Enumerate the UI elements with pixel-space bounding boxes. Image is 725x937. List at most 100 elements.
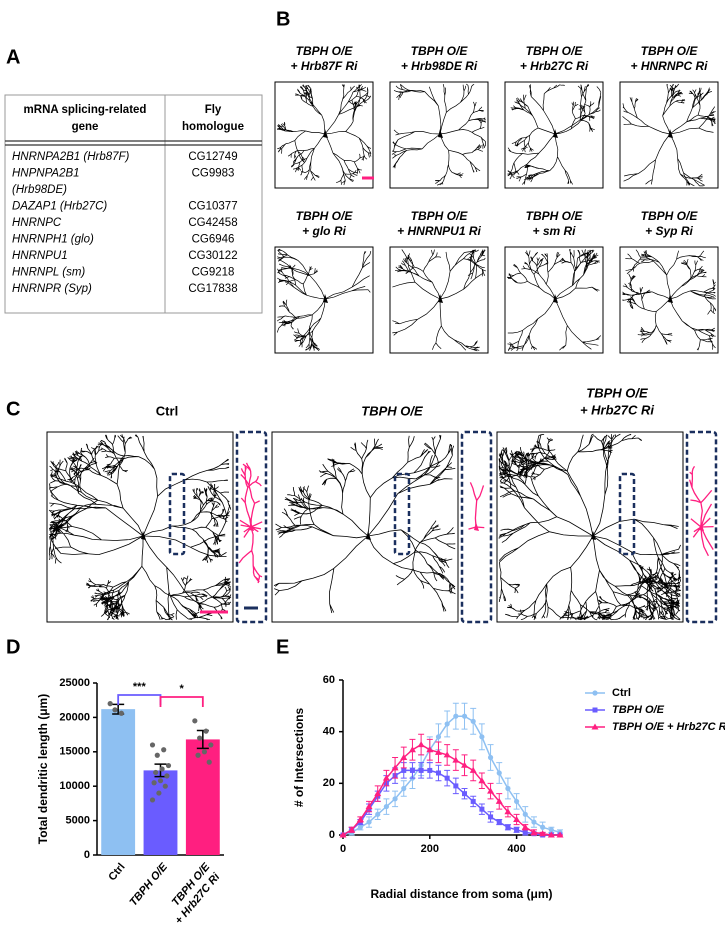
- significance-bracket: [159, 696, 204, 707]
- data-point: [208, 742, 214, 748]
- data-point: [162, 783, 168, 789]
- data-point: [154, 752, 160, 758]
- table-header: homologue: [182, 121, 244, 133]
- y-tick-label: 20000: [59, 711, 90, 723]
- marker: [444, 775, 450, 781]
- legend-label: TBPH O/E: [612, 704, 665, 716]
- marker: [461, 761, 469, 768]
- y-tick-label: 25000: [59, 677, 90, 689]
- gene-name: HNRNPC: [12, 217, 62, 229]
- marker: [417, 741, 425, 748]
- marker: [505, 785, 511, 792]
- panel-label: D: [6, 636, 20, 658]
- fly-homologue: CG30122: [188, 250, 237, 262]
- marker: [382, 774, 390, 781]
- data-point: [149, 797, 156, 803]
- marker: [401, 785, 407, 792]
- panel-title: TBPH O/E: [641, 209, 699, 223]
- marker: [453, 713, 459, 719]
- panel-title: TBPH O/E: [411, 209, 469, 223]
- marker: [434, 748, 442, 755]
- marker: [383, 803, 389, 810]
- marker: [409, 767, 415, 773]
- data-point: [159, 766, 165, 772]
- panel-label: C: [6, 398, 20, 420]
- marker: [496, 770, 502, 776]
- panel-title: TBPH O/E: [296, 44, 354, 58]
- panel-title: TBPH O/E: [586, 385, 648, 400]
- marker: [400, 754, 408, 760]
- data-point: [161, 747, 167, 753]
- neuron-trace: [392, 249, 486, 352]
- marker: [522, 829, 528, 835]
- bar: [185, 739, 220, 855]
- series-line: [342, 769, 560, 836]
- marker: [418, 767, 424, 773]
- marker: [505, 824, 511, 830]
- x-tick-label: TBPH O/E: [127, 861, 170, 909]
- panel-title: + glo Ri: [302, 224, 346, 238]
- neuron-trace: [622, 83, 716, 187]
- data-point: [107, 701, 113, 707]
- panel-title: TBPH O/E: [411, 44, 469, 58]
- data-point: [201, 749, 208, 755]
- soma: [553, 129, 558, 138]
- significance-label: *: [180, 683, 185, 695]
- neuron-trace: [622, 249, 717, 351]
- fly-homologue: CG10377: [188, 201, 237, 213]
- y-tick-label: 15000: [59, 746, 90, 758]
- neuron-trace: [498, 433, 682, 621]
- panel-title: + Hrb27C Ri: [580, 402, 654, 417]
- neuron-trace: [688, 465, 714, 557]
- marker: [479, 734, 485, 740]
- marker: [443, 751, 451, 758]
- marker: [365, 803, 373, 810]
- panel-title: TBPH O/E: [526, 209, 584, 223]
- marker: [521, 823, 529, 830]
- soma: [699, 522, 704, 531]
- data-point: [153, 769, 159, 776]
- panel-title: TBPH O/E: [526, 44, 584, 58]
- neuron-trace: [391, 83, 487, 186]
- bar: [101, 709, 136, 855]
- x-tick-label: 200: [421, 843, 439, 855]
- data-point: [118, 710, 124, 716]
- panel-title: TBPH O/E: [296, 209, 354, 223]
- significance-label: ***: [133, 681, 147, 693]
- legend-label: TBPH O/E + Hrb27C Ri: [612, 721, 725, 733]
- panel-title: + Hrb87F Ri: [290, 59, 358, 73]
- zoom-box: [618, 472, 636, 556]
- marker: [522, 811, 528, 817]
- gene-name: DAZAP1 (Hrb27C): [12, 201, 107, 213]
- y-tick-label: 60: [323, 674, 335, 686]
- marker: [470, 798, 476, 804]
- data-point: [197, 735, 203, 741]
- bar: [143, 770, 178, 855]
- panel-label: E: [276, 636, 289, 658]
- fly-homologue: CG6946: [192, 234, 235, 246]
- y-tick-label: 0: [84, 849, 90, 861]
- legend-marker: [592, 707, 598, 713]
- panel-title: + Hrb27C Ri: [520, 59, 589, 73]
- soma: [668, 129, 673, 138]
- marker: [556, 831, 564, 838]
- marker: [488, 814, 494, 820]
- marker: [462, 791, 468, 797]
- fly-homologue: CG9218: [192, 267, 235, 279]
- marker: [539, 830, 547, 837]
- significance-bracket: [117, 694, 162, 705]
- soma: [323, 129, 328, 138]
- soma: [438, 294, 443, 303]
- soma: [249, 522, 254, 531]
- neuron-trace: [507, 249, 602, 351]
- marker: [514, 827, 520, 833]
- marker: [426, 746, 434, 753]
- panel-title: + HNRNPU1 Ri: [397, 224, 481, 238]
- marker: [487, 787, 495, 794]
- neuron-trace: [276, 248, 372, 351]
- panel-title: + Syp Ri: [645, 224, 693, 238]
- image-frame: [271, 431, 459, 623]
- zoom-box: [393, 472, 411, 556]
- data-point: [157, 778, 164, 784]
